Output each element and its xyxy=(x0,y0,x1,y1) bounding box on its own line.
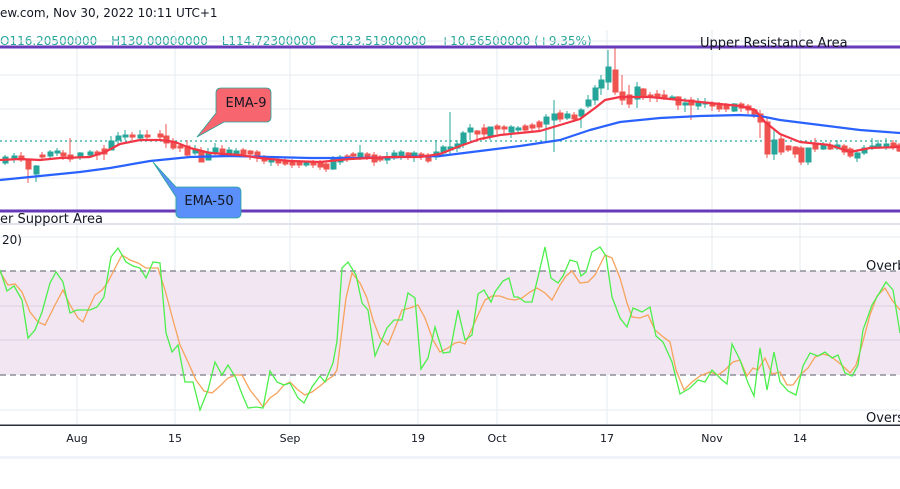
chart-title: ew.com, Nov 30, 2022 10:11 UTC+1 xyxy=(0,6,218,20)
bottom-divider xyxy=(0,456,900,459)
time-axis[interactable] xyxy=(0,425,900,457)
time-label-sep: Sep xyxy=(279,432,301,445)
stoch-k-line xyxy=(0,246,900,413)
time-label-19: 19 xyxy=(411,432,425,445)
stoch-band xyxy=(0,271,900,375)
time-label-nov: Nov xyxy=(701,432,723,445)
ema50-label: EMA-50 xyxy=(184,194,234,209)
overbought-label: Overb xyxy=(866,259,900,274)
ema9-callout xyxy=(196,87,272,138)
stoch-indicator-label: 20) xyxy=(2,233,22,247)
upper-resistance-label: Upper Resistance Area xyxy=(700,36,848,51)
lower-support-label: er Support Area xyxy=(0,212,103,227)
ema9-label: EMA-9 xyxy=(225,96,267,111)
time-label-14: 14 xyxy=(793,432,807,445)
time-label-oct: Oct xyxy=(487,432,507,445)
time-label-15: 15 xyxy=(168,432,182,445)
time-label-aug: Aug xyxy=(66,432,88,445)
time-label-17: 17 xyxy=(600,432,614,445)
ema50-callout xyxy=(152,161,242,219)
ema9-line xyxy=(0,95,900,164)
oversold-label: Overs xyxy=(866,411,900,426)
